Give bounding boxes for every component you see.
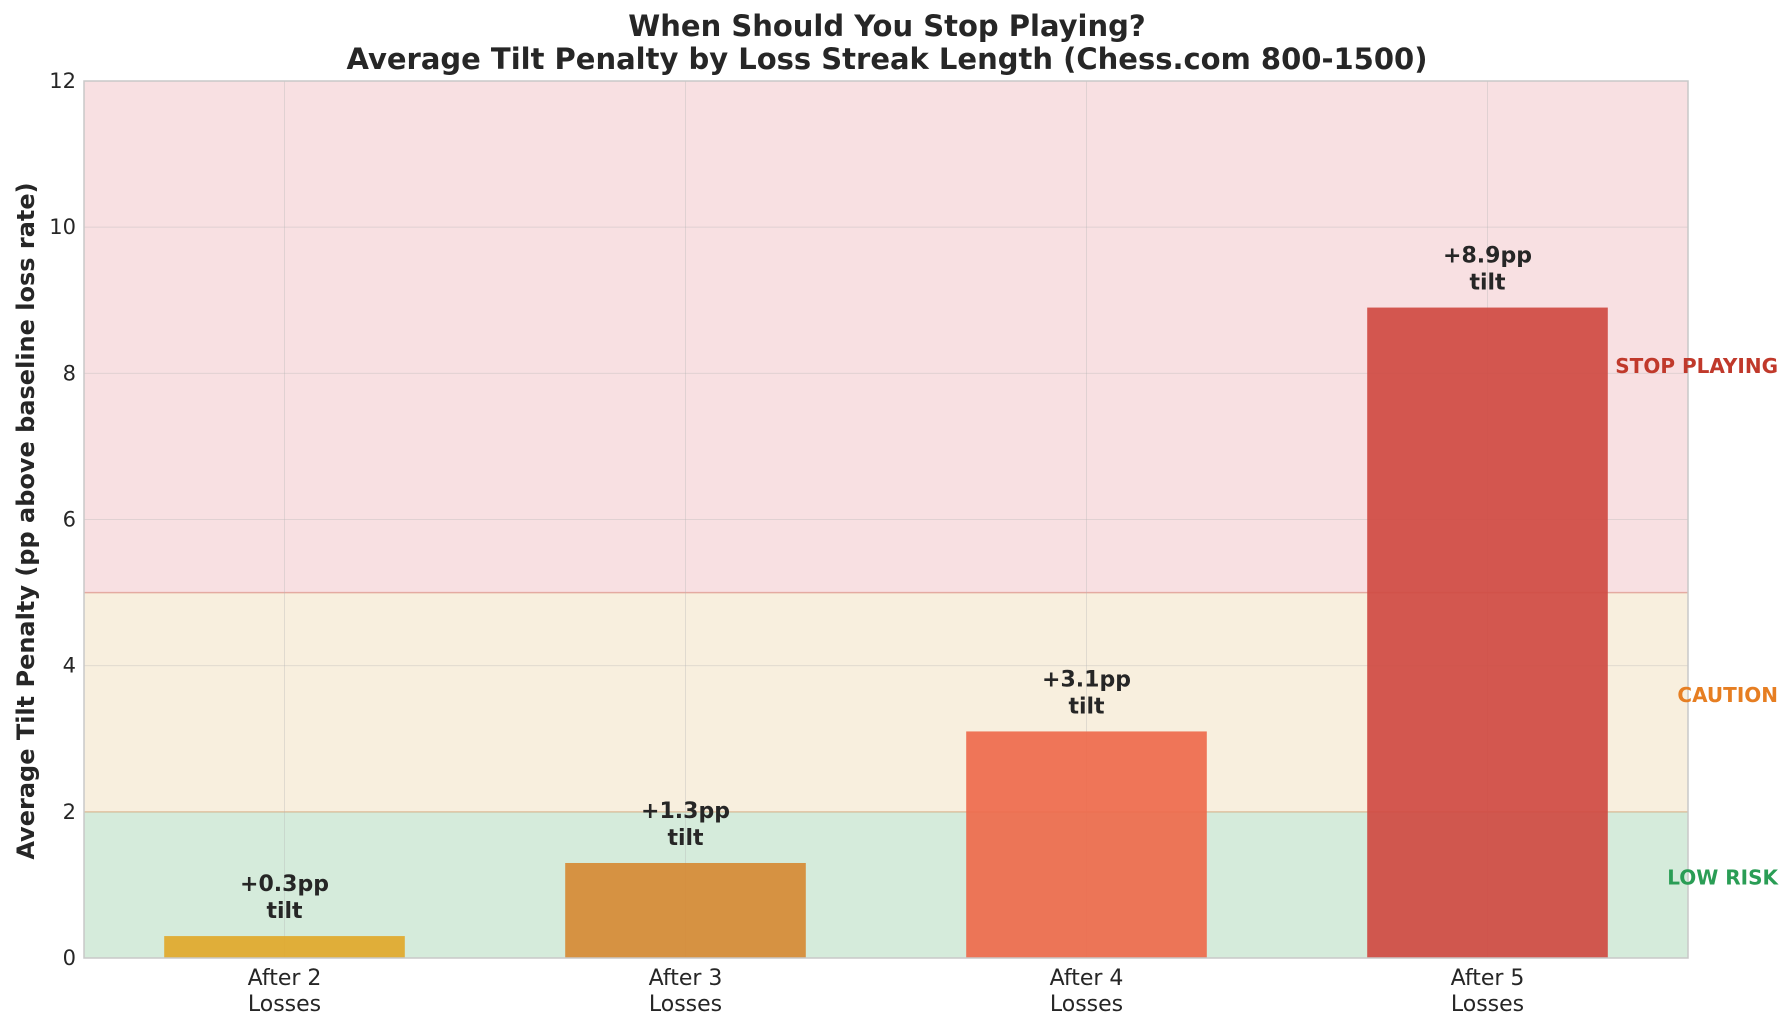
data-label-0: +0.3pp <box>240 872 329 897</box>
y-axis-ticks: 0 2 4 6 8 10 12 <box>49 69 76 970</box>
x-tick-label-line2-2: Losses <box>1050 992 1123 1017</box>
x-tick-label-2: After 4 <box>1050 966 1124 991</box>
x-tick-label-3: After 5 <box>1451 966 1525 991</box>
zone-label-1: CAUTION <box>1677 683 1778 707</box>
data-label-1: +1.3pp <box>641 799 730 824</box>
chart-title: When Should You Stop Playing? <box>628 9 1145 43</box>
y-tick-label-2: 4 <box>63 654 76 678</box>
data-label-3: +8.9pp <box>1443 244 1532 269</box>
data-label-line2-0: tilt <box>266 899 303 924</box>
bar-0 <box>164 936 405 958</box>
bar-2 <box>966 731 1207 958</box>
x-tick-label-0: After 2 <box>248 966 322 991</box>
y-tick-label-6: 12 <box>49 69 76 93</box>
x-tick-label-line2-3: Losses <box>1451 992 1524 1017</box>
y-tick-label-0: 0 <box>63 946 76 970</box>
y-tick-label-4: 8 <box>63 361 76 385</box>
plot-frame <box>83 80 1689 959</box>
bar-3 <box>1367 307 1608 958</box>
zone-label-0: LOW RISK <box>1667 866 1779 890</box>
data-label-line2-2: tilt <box>1068 694 1105 719</box>
y-tick-label-1: 2 <box>63 800 76 824</box>
data-label-line2-3: tilt <box>1469 271 1506 296</box>
x-tick-label-1: After 3 <box>649 966 723 991</box>
zone-label-2: STOP PLAYING <box>1615 354 1778 378</box>
bars <box>164 307 1608 958</box>
chart-subtitle: Average Tilt Penalty by Loss Streak Leng… <box>347 42 1428 76</box>
x-tick-label-line2-0: Losses <box>248 992 321 1017</box>
y-axis-label: Average Tilt Penalty (pp above baseline … <box>12 182 40 859</box>
y-tick-label-3: 6 <box>63 508 76 532</box>
data-label-line2-1: tilt <box>667 826 704 851</box>
y-tick-label-5: 10 <box>49 215 76 239</box>
zone-labels: LOW RISK CAUTION STOP PLAYING <box>1615 354 1779 890</box>
data-label-2: +3.1pp <box>1042 667 1131 692</box>
bar-1 <box>565 862 806 958</box>
x-tick-label-line2-1: Losses <box>649 992 722 1017</box>
